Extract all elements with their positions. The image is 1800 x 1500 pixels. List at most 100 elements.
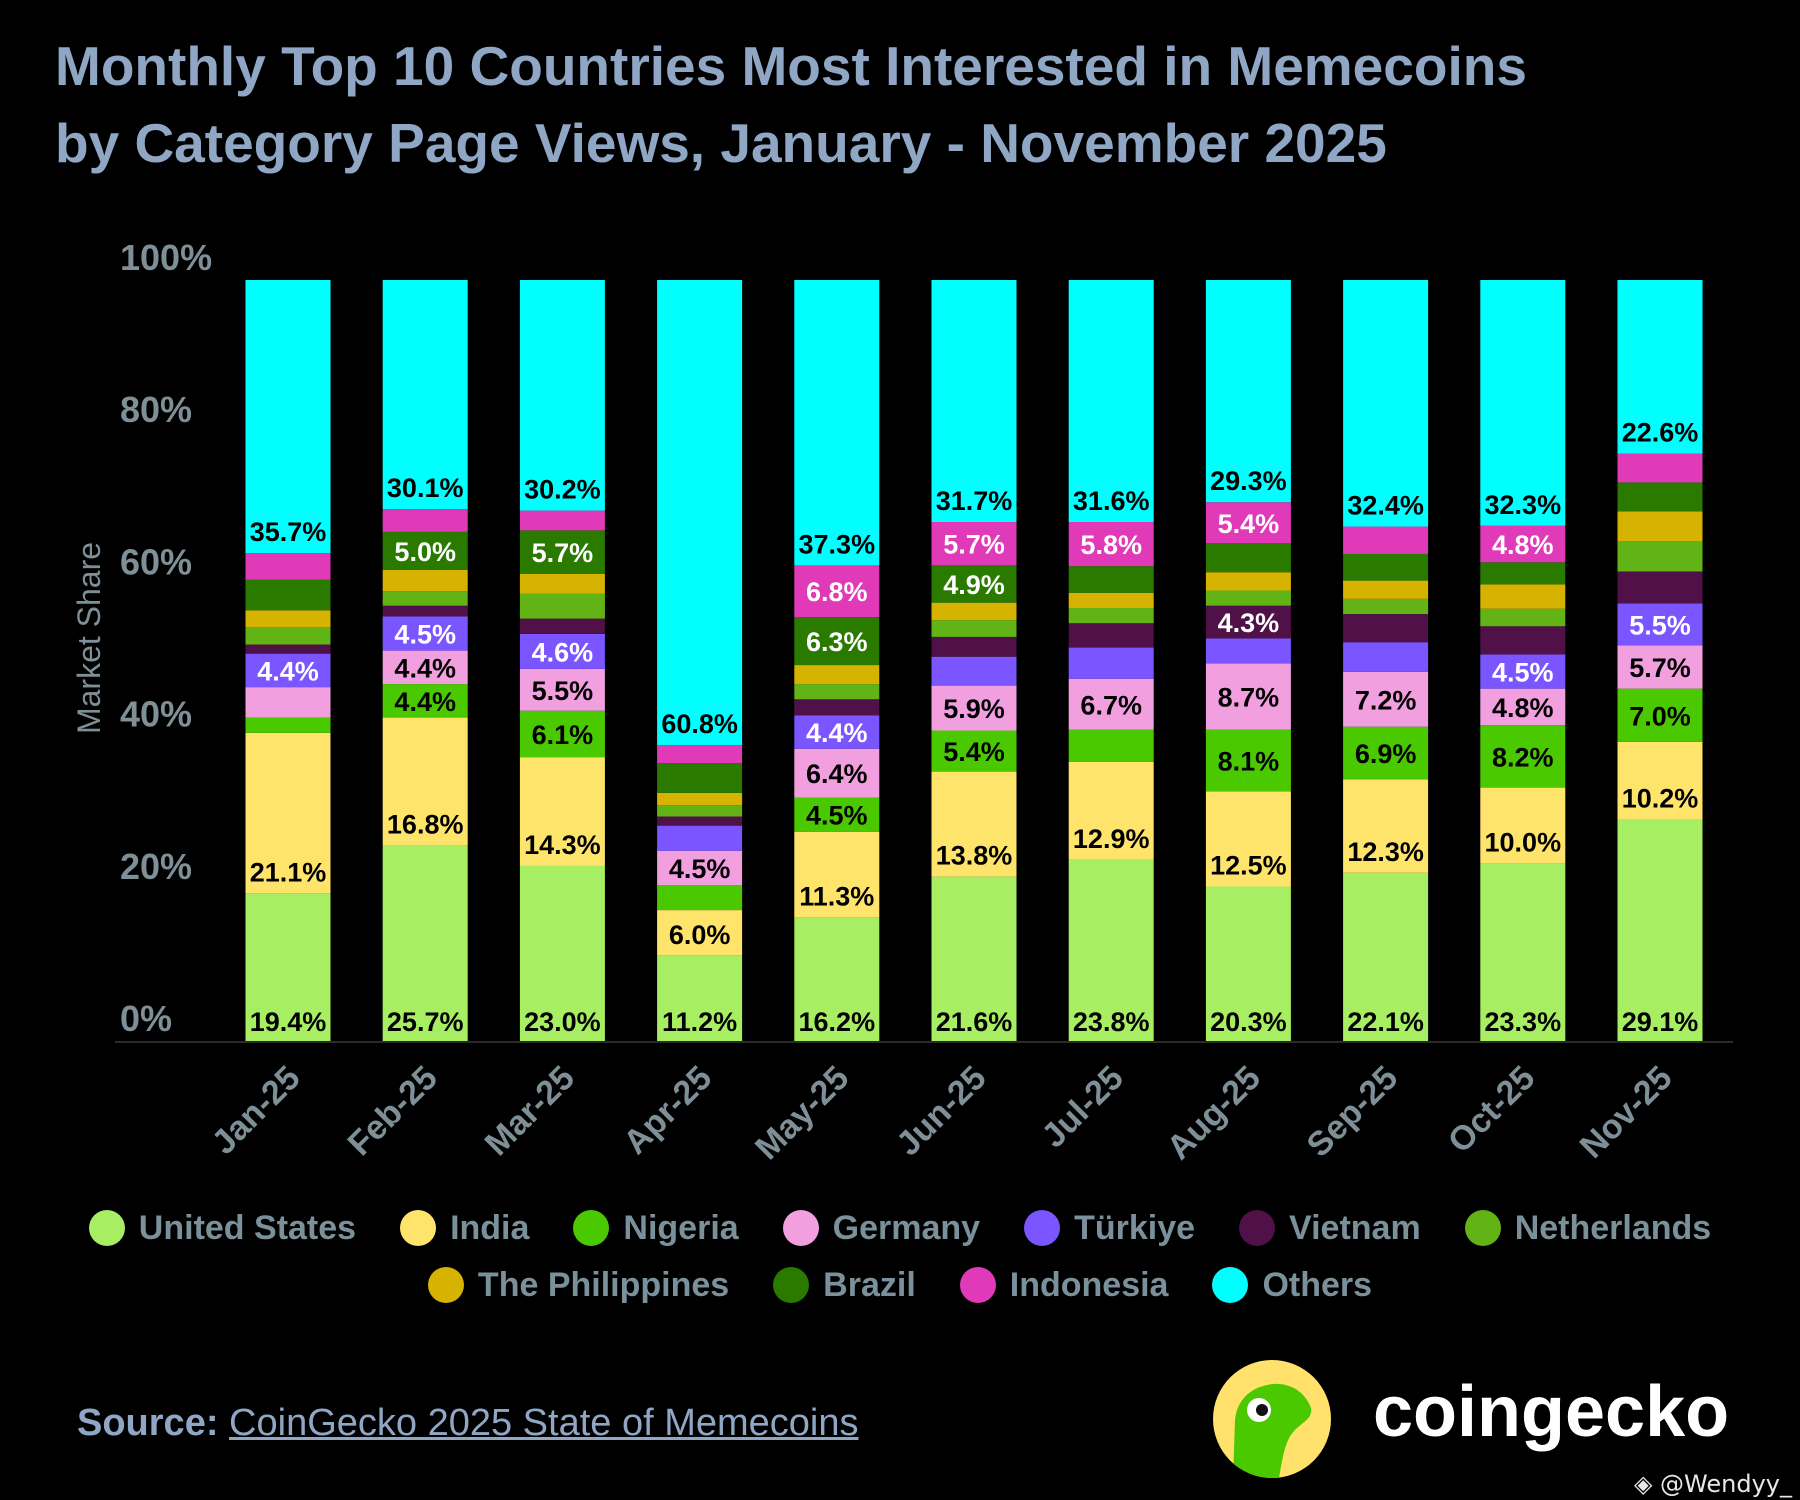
bar-segment-indonesia (1480, 525, 1566, 563)
bar-segment-united-states (794, 917, 880, 1041)
data-label: 19.4% (250, 1007, 327, 1037)
legend-item: India (400, 1208, 529, 1248)
source-link[interactable]: CoinGecko 2025 State of Memecoins (229, 1402, 859, 1444)
data-label: 12.3% (1347, 837, 1424, 867)
data-label: 25.7% (387, 1007, 464, 1037)
x-tick-label: Jul-25 (1035, 1059, 1131, 1155)
bar-segment-indonesia (1068, 521, 1154, 567)
bar-segment-brazil (1617, 482, 1703, 512)
bar-segment-germany (245, 687, 331, 718)
source-note: Source: CoinGecko 2025 State of Memecoin… (77, 1400, 859, 1446)
watermark-text: @Wendyy_ (1660, 1470, 1792, 1498)
data-label: 21.1% (250, 857, 327, 887)
legend-item: The Philippines (427, 1265, 729, 1305)
bar-segment-nigeria (1068, 729, 1154, 762)
data-label: 21.6% (936, 1007, 1013, 1037)
x-tick-label: Mar-25 (478, 1059, 582, 1163)
bar-segment-the-philippines (245, 610, 331, 628)
bar-segment-indonesia (931, 521, 1017, 566)
bar-segment-vietnam (1480, 626, 1566, 655)
data-label: 4.8% (1492, 693, 1554, 723)
bar-segment-the-philippines (1343, 580, 1429, 599)
legend-item: Türkiye (1024, 1208, 1195, 1248)
data-label: 12.5% (1210, 851, 1287, 881)
legend-item: Germany (782, 1208, 981, 1248)
bar-segment-others (519, 280, 605, 511)
data-label: 5.5% (1629, 610, 1691, 640)
legend-row-2: The Philippines Brazil Indonesia Others (0, 1265, 1800, 1305)
bar-segment-brazil (245, 579, 331, 611)
bar-segment-the-philippines (1617, 511, 1703, 542)
legend-item: Netherlands (1464, 1208, 1712, 1248)
legend-dot-icon (773, 1267, 810, 1303)
bar-segment-india (1617, 741, 1703, 820)
bar-segment-vietnam (245, 644, 331, 654)
legend-label: Germany (832, 1209, 981, 1247)
bar-segment-nigeria (1205, 729, 1291, 792)
x-tick-label: Apr-25 (616, 1059, 719, 1162)
bar-segment-the-philippines (519, 573, 605, 594)
bar-segment-indonesia (245, 553, 331, 580)
bar-segment-others (1343, 280, 1429, 527)
legend-label: Netherlands (1514, 1209, 1712, 1247)
bar-segment-brazil (931, 565, 1017, 603)
bar-segment-others (794, 280, 880, 566)
bar-segment-nigeria (931, 730, 1017, 772)
bar-segment-germany (657, 850, 743, 885)
bar-segment-t-rkiye (519, 633, 605, 669)
x-tick-label: Oct-25 (1441, 1059, 1543, 1161)
bar-segment-t-rkiye (245, 653, 331, 688)
bar-segment-nigeria (1480, 725, 1566, 788)
data-label: 8.2% (1492, 742, 1554, 772)
data-label: 4.5% (1492, 658, 1554, 688)
data-label: 22.1% (1347, 1007, 1424, 1037)
bar-segment-vietnam (657, 816, 743, 826)
bar-segment-vietnam (1205, 605, 1291, 639)
data-label: 4.4% (806, 718, 868, 748)
data-label: 4.5% (806, 801, 868, 831)
bar-segment-others (1068, 280, 1154, 522)
bar-segment-netherlands (382, 591, 468, 606)
bar-segment-the-philippines (1480, 584, 1566, 609)
bar-segment-united-states (1205, 886, 1291, 1041)
chart-title-line-2: by Category Page Views, January - Novemb… (55, 112, 1387, 174)
bar-segment-united-states (245, 893, 331, 1041)
legend-row-1: United States India Nigeria Germany Türkiye V… (0, 1208, 1800, 1248)
coingecko-wordmark: coingecko (1373, 1372, 1730, 1452)
bar-segment-t-rkiye (1343, 642, 1429, 672)
legend-dot-icon (1024, 1210, 1061, 1246)
bar-segment-germany (1617, 645, 1703, 689)
bar-segment-united-states (1343, 872, 1429, 1041)
x-tick-label: Nov-25 (1573, 1059, 1680, 1166)
bar-segment-vietnam (1068, 623, 1154, 648)
bar-segment-others (1205, 280, 1291, 503)
y-tick-label: 0% (120, 998, 172, 1039)
bar-segment-india (245, 732, 331, 894)
bar-segment-nigeria (382, 684, 468, 718)
legend-label: India (450, 1209, 530, 1247)
bar-segment-indonesia (1617, 453, 1703, 483)
data-label: 10.0% (1485, 828, 1562, 858)
data-label: 5.5% (532, 676, 594, 706)
data-label: 4.3% (1218, 608, 1280, 638)
y-tick-label: 80% (120, 389, 192, 430)
legend-dot-icon (782, 1210, 819, 1246)
bar-segment-brazil (794, 617, 880, 666)
data-label: 6.1% (532, 720, 594, 750)
legend-dot-icon (400, 1210, 437, 1246)
bar-segment-netherlands (931, 620, 1017, 637)
data-label: 5.9% (943, 694, 1005, 724)
data-label: 31.7% (936, 486, 1013, 516)
data-label: 4.4% (257, 656, 319, 686)
bar-segment-netherlands (1343, 598, 1429, 615)
legend-dot-icon (959, 1267, 996, 1303)
legend-label: Others (1262, 1266, 1373, 1304)
x-tick-label: Feb-25 (340, 1059, 444, 1163)
bar-segment-united-states (382, 845, 468, 1041)
legend-label: Brazil (823, 1266, 916, 1304)
bar-segment-others (382, 280, 468, 510)
source-label: Source: (77, 1402, 219, 1444)
data-label: 30.1% (387, 473, 464, 503)
bar-segment-the-philippines (657, 792, 743, 806)
data-label: 22.6% (1622, 418, 1699, 448)
